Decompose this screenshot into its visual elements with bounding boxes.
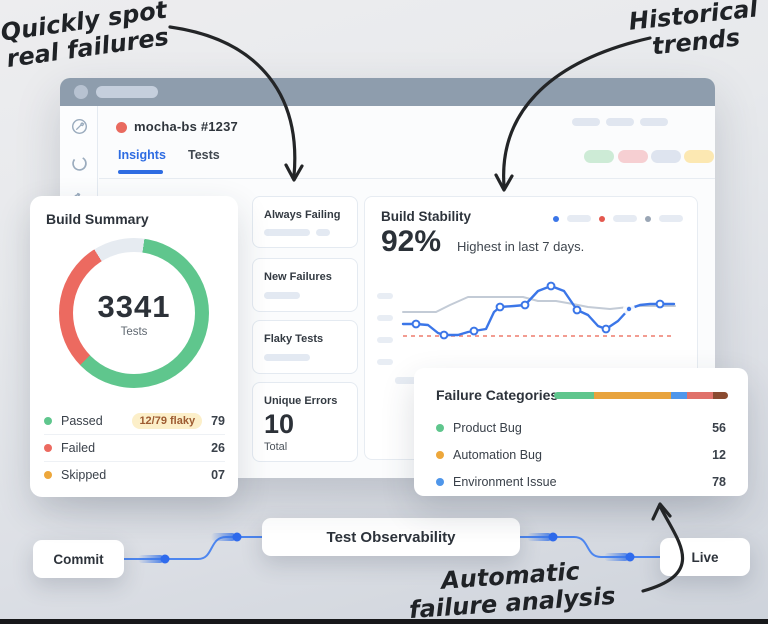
skipped-label: Skipped	[61, 468, 107, 482]
automation-bug-dot	[436, 450, 444, 459]
filter-card-title: New Failures	[264, 271, 332, 283]
annotation-historical-trends: Historical trends	[627, 0, 759, 61]
status-pill-gray	[651, 150, 681, 163]
address-bar-skeleton	[96, 86, 158, 98]
passed-dot	[44, 416, 52, 425]
skeleton-pill	[264, 354, 310, 361]
failure-categories-title: Failure Categories	[436, 387, 559, 403]
skeleton-pill	[264, 292, 300, 299]
stability-line-chart	[401, 281, 676, 340]
y-axis-skeleton	[377, 315, 393, 321]
failed-value: 26	[211, 441, 225, 455]
legend-row-failed: Failed 26	[44, 434, 225, 461]
failed-label: Failed	[61, 441, 96, 455]
skeleton-pill	[572, 118, 600, 126]
status-pill-green	[584, 150, 614, 163]
build-status-dot	[116, 122, 127, 133]
skeleton-pill	[316, 229, 330, 236]
flow-node-commit: Commit	[33, 540, 124, 578]
filter-card-flaky-tests[interactable]: Flaky Tests	[252, 320, 358, 374]
unique-errors-caption: Total	[264, 441, 288, 453]
window-control-circle[interactable]	[74, 85, 88, 99]
legend-label-skeleton	[567, 215, 591, 222]
header-divider	[99, 178, 715, 179]
unique-errors-card: Unique Errors 10 Total	[252, 382, 358, 462]
failed-dot	[44, 444, 52, 452]
environment-issue-label: Environment Issue	[453, 474, 557, 489]
y-axis-skeleton	[377, 337, 393, 343]
failure-categories-stacked-bar	[554, 392, 728, 399]
skipped-value: 07	[211, 468, 225, 482]
filter-card-title: Always Failing	[264, 209, 341, 221]
legend-dot-blue	[553, 215, 559, 222]
unique-errors-title: Unique Errors	[264, 395, 338, 407]
legend-row-passed: Passed 12/79 flaky 79	[44, 407, 225, 434]
tests-donut-chart: 3341 Tests	[59, 238, 209, 388]
y-axis-skeleton	[377, 359, 393, 365]
tab-tests[interactable]: Tests	[188, 148, 220, 162]
flaky-badge: 12/79 flaky	[132, 412, 203, 429]
legend-dot-red	[599, 215, 605, 222]
tab-insights[interactable]: Insights	[118, 148, 166, 162]
environment-issue-dot	[436, 477, 444, 486]
flow-node-test-observability: Test Observability	[262, 518, 520, 556]
build-stability-title: Build Stability	[381, 209, 472, 224]
annotation-automatic-failure-analysis: Automatic failure analysis	[408, 557, 617, 624]
legend-dot-gray	[645, 215, 651, 222]
build-summary-legend: Passed 12/79 flaky 79 Failed 26 Skipped …	[44, 407, 225, 488]
x-axis-skeleton	[395, 377, 419, 384]
skeleton-pill	[264, 229, 310, 236]
bar-segment	[713, 392, 728, 399]
flow-node-live: Live	[660, 538, 750, 576]
legend-label-skeleton	[659, 215, 683, 222]
bar-segment	[687, 392, 714, 399]
status-pill-red	[618, 150, 648, 163]
filter-card-always-failing[interactable]: Always Failing	[252, 196, 358, 248]
active-tab-indicator	[118, 170, 163, 174]
total-tests-value: 3341	[97, 288, 171, 324]
failure-categories-card: Failure Categories Product Bug 56 Automa…	[414, 368, 748, 496]
legend-label-skeleton	[613, 215, 637, 222]
build-summary-title: Build Summary	[46, 211, 149, 227]
window-titlebar	[60, 78, 715, 106]
automation-bug-label: Automation Bug	[453, 447, 542, 462]
skipped-dot	[44, 471, 52, 479]
build-summary-card: Build Summary 3341 Tests Passed 12/79 fl…	[30, 196, 238, 497]
build-name: mocha-bs #1237	[134, 119, 238, 134]
failure-categories-legend: Product Bug 56 Automation Bug 12 Environ…	[436, 414, 726, 495]
stability-percentage: 92%	[381, 225, 442, 258]
passed-value: 79	[211, 413, 225, 428]
progress-circle-icon[interactable]	[71, 155, 88, 172]
total-tests-label: Tests	[120, 325, 148, 338]
skeleton-pill	[606, 118, 634, 126]
product-bug-value: 56	[712, 420, 726, 435]
build-tools-icon[interactable]	[71, 118, 88, 135]
environment-issue-value: 78	[712, 474, 726, 489]
row-product-bug: Product Bug 56	[436, 414, 726, 441]
product-bug-dot	[436, 423, 444, 432]
stability-caption: Highest in last 7 days.	[457, 239, 585, 254]
legend-row-skipped: Skipped 07	[44, 461, 225, 488]
unique-errors-value: 10	[264, 409, 295, 439]
chart-legend	[553, 215, 683, 222]
y-axis-skeleton	[377, 293, 393, 299]
row-environment-issue: Environment Issue 78	[436, 468, 726, 495]
bar-segment	[594, 392, 671, 399]
filter-card-title: Flaky Tests	[264, 333, 324, 345]
product-bug-label: Product Bug	[453, 420, 522, 435]
skeleton-pill	[640, 118, 668, 126]
status-pill-yellow	[684, 150, 714, 163]
screenshot-bottom-edge	[0, 619, 768, 624]
passed-label: Passed	[61, 413, 103, 428]
bar-segment	[554, 392, 595, 399]
bar-segment	[670, 392, 688, 399]
filter-card-new-failures[interactable]: New Failures	[252, 258, 358, 312]
row-automation-bug: Automation Bug 12	[436, 441, 726, 468]
annotation-quickly-spot: Quickly spot real failures	[0, 0, 171, 73]
automation-bug-value: 12	[712, 447, 726, 462]
